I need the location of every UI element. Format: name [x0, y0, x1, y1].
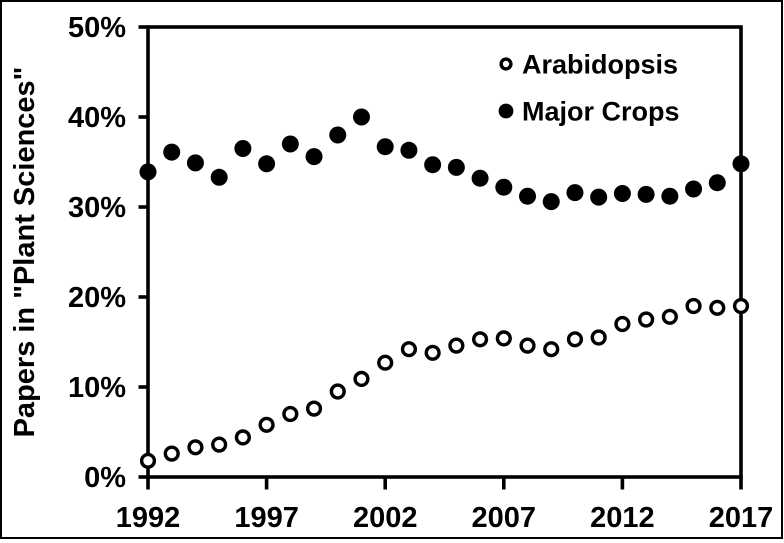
series-arabidopsis: [139, 297, 750, 469]
data-point-filled-circle: [305, 148, 323, 166]
y-tick-label: 20%: [68, 282, 126, 314]
legend-label-arabidopsis: Arabidopsis: [522, 49, 678, 79]
legend-label-major-crops: Major Crops: [522, 96, 680, 126]
data-point-filled-circle: [163, 143, 181, 161]
data-point-filled-circle: [258, 155, 276, 173]
legend: Arabidopsis Major Crops: [498, 49, 680, 126]
y-tick-label: 0%: [84, 462, 126, 494]
data-point-open-circle: [424, 344, 441, 361]
data-point-open-circle: [495, 330, 512, 347]
data-point-open-circle: [211, 436, 228, 453]
data-point-open-circle: [471, 331, 489, 348]
axes-layer: 0% 10% 20% 30% 40% 50% 1992 1997 2002 2007 2012 201…: [68, 12, 773, 534]
data-point-open-circle: [732, 297, 750, 315]
data-point-filled-circle: [590, 188, 608, 206]
data-point-filled-circle: [329, 126, 347, 144]
data-point-filled-circle: [424, 156, 442, 174]
legend-open-circle-icon: [499, 57, 513, 71]
data-point-filled-circle: [471, 169, 489, 187]
data-point-filled-circle: [637, 185, 655, 203]
data-point-open-circle: [661, 308, 678, 325]
x-tick-label: 2012: [590, 502, 655, 534]
data-point-filled-circle: [210, 168, 228, 186]
x-tick-label: 2007: [472, 502, 537, 534]
data-point-filled-circle: [352, 108, 370, 126]
data-point-open-circle: [163, 445, 180, 462]
data-point-open-circle: [187, 439, 204, 456]
data-point-open-circle: [377, 354, 394, 371]
data-point-open-circle: [234, 429, 251, 446]
data-point-open-circle: [258, 416, 275, 433]
data-point-open-circle: [685, 297, 702, 315]
data-point-filled-circle: [447, 158, 465, 176]
y-tick-label: 40%: [68, 102, 126, 134]
y-axis-title: Papers in "Plant Sciences": [9, 67, 41, 438]
x-tick-label: 2002: [353, 502, 418, 534]
data-point-open-circle: [638, 311, 655, 328]
x-tick-label: 2017: [709, 502, 774, 534]
data-point-open-circle: [543, 341, 560, 358]
data-point-open-circle: [709, 299, 726, 316]
plot-frame: [146, 25, 743, 479]
y-tick-label: 10%: [68, 372, 126, 404]
data-layer: [139, 108, 750, 469]
legend-filled-circle-icon: [498, 103, 514, 119]
data-point-filled-circle: [376, 138, 394, 156]
data-point-filled-circle: [542, 193, 560, 211]
y-tick-label: 30%: [68, 192, 126, 224]
data-point-filled-circle: [281, 135, 299, 153]
data-point-filled-circle: [519, 187, 537, 205]
data-point-open-circle: [566, 331, 584, 348]
data-point-filled-circle: [186, 154, 204, 172]
data-point-filled-circle: [613, 185, 631, 202]
data-point-open-circle: [139, 452, 157, 469]
data-point-open-circle: [614, 315, 631, 333]
data-point-open-circle: [329, 383, 346, 400]
data-point-open-circle: [305, 400, 323, 417]
data-point-open-circle: [519, 337, 536, 354]
x-tick-label: 1997: [234, 502, 299, 534]
data-point-filled-circle: [139, 163, 157, 181]
x-tick-label: 1992: [116, 502, 181, 534]
data-point-filled-circle: [495, 178, 513, 196]
data-point-open-circle: [282, 405, 299, 423]
data-point-filled-circle: [708, 174, 726, 192]
data-point-open-circle: [590, 329, 607, 346]
data-point-filled-circle: [400, 141, 418, 159]
data-point-filled-circle: [234, 140, 252, 157]
data-point-open-circle: [353, 370, 370, 388]
data-point-filled-circle: [685, 180, 703, 198]
data-point-filled-circle: [732, 155, 750, 173]
data-point-filled-circle: [566, 184, 584, 202]
y-tick-label: 50%: [68, 12, 126, 44]
data-point-open-circle: [400, 341, 418, 358]
series-major-crops: [139, 108, 750, 211]
data-point-filled-circle: [661, 187, 679, 205]
data-point-open-circle: [448, 337, 465, 354]
